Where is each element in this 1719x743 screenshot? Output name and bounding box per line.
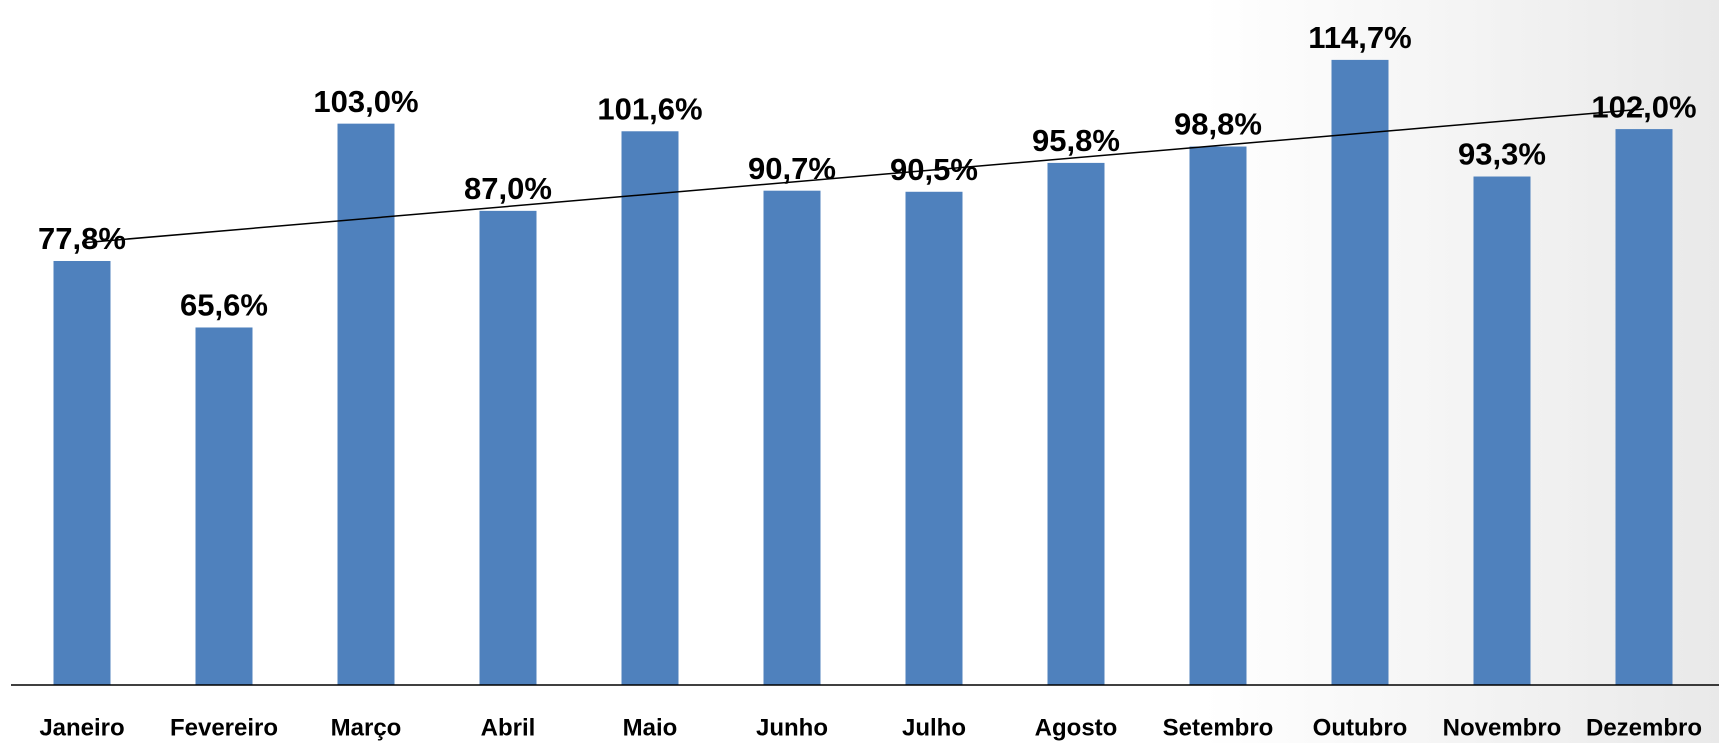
data-label: 102,0% (1591, 89, 1696, 124)
data-label: 103,0% (313, 84, 418, 119)
data-label: 77,8% (38, 221, 126, 256)
x-tick-label: Abril (481, 714, 536, 741)
x-tick-label: Julho (902, 714, 966, 741)
bar (1473, 176, 1531, 685)
trend-line (81, 108, 1645, 244)
data-label: 93,3% (1458, 137, 1546, 172)
bar (763, 190, 821, 685)
data-label: 101,6% (597, 91, 702, 126)
x-tick-label: Setembro (1163, 714, 1274, 741)
x-tick-label: Janeiro (39, 714, 124, 741)
x-tick-label: Agosto (1035, 714, 1118, 741)
data-label: 114,7% (1308, 20, 1411, 55)
data-label: 95,8% (1032, 123, 1120, 158)
x-tick-label: Junho (756, 714, 828, 741)
bar (621, 131, 679, 685)
data-label: 65,6% (180, 288, 268, 323)
x-tick-label: Novembro (1443, 714, 1562, 741)
bar (479, 210, 537, 685)
bar (905, 191, 963, 685)
bar (337, 123, 395, 685)
bar (1189, 146, 1247, 686)
x-tick-label: Maio (623, 714, 678, 741)
x-tick-label: Março (331, 714, 402, 741)
x-tick-label: Outubro (1313, 714, 1408, 741)
bar (195, 327, 253, 685)
data-label: 90,7% (748, 151, 836, 186)
bar (53, 260, 111, 685)
bar (1615, 129, 1673, 686)
bar (1331, 59, 1389, 685)
data-label: 98,8% (1174, 107, 1262, 142)
bar (1047, 162, 1105, 685)
x-tick-label: Fevereiro (170, 714, 278, 741)
data-label: 87,0% (464, 171, 552, 206)
x-tick-label: Dezembro (1586, 714, 1702, 741)
